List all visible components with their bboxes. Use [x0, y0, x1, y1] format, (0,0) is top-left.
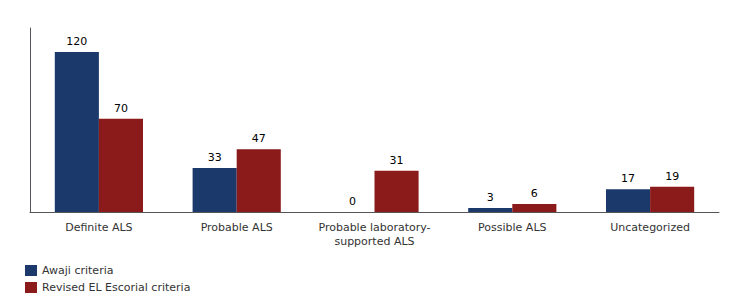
svg-text:0: 0: [349, 195, 356, 208]
svg-text:Probable laboratory-: Probable laboratory-: [318, 221, 430, 234]
svg-text:Uncategorized: Uncategorized: [610, 221, 690, 234]
svg-text:19: 19: [665, 170, 679, 183]
svg-text:120: 120: [66, 35, 87, 48]
svg-text:3: 3: [487, 191, 494, 204]
svg-text:33: 33: [208, 151, 222, 164]
svg-text:17: 17: [621, 172, 635, 185]
svg-text:supported ALS: supported ALS: [334, 235, 414, 248]
svg-text:Probable ALS: Probable ALS: [201, 221, 273, 234]
svg-text:Definite ALS: Definite ALS: [65, 221, 132, 234]
svg-text:31: 31: [390, 154, 404, 167]
svg-text:Awaji criteria: Awaji criteria: [42, 264, 113, 277]
svg-text:47: 47: [252, 132, 266, 145]
svg-text:6: 6: [531, 187, 538, 200]
svg-text:Revised EL Escorial criteria: Revised EL Escorial criteria: [42, 281, 190, 294]
svg-text:Possible ALS: Possible ALS: [478, 221, 546, 234]
svg-text:70: 70: [114, 102, 128, 115]
